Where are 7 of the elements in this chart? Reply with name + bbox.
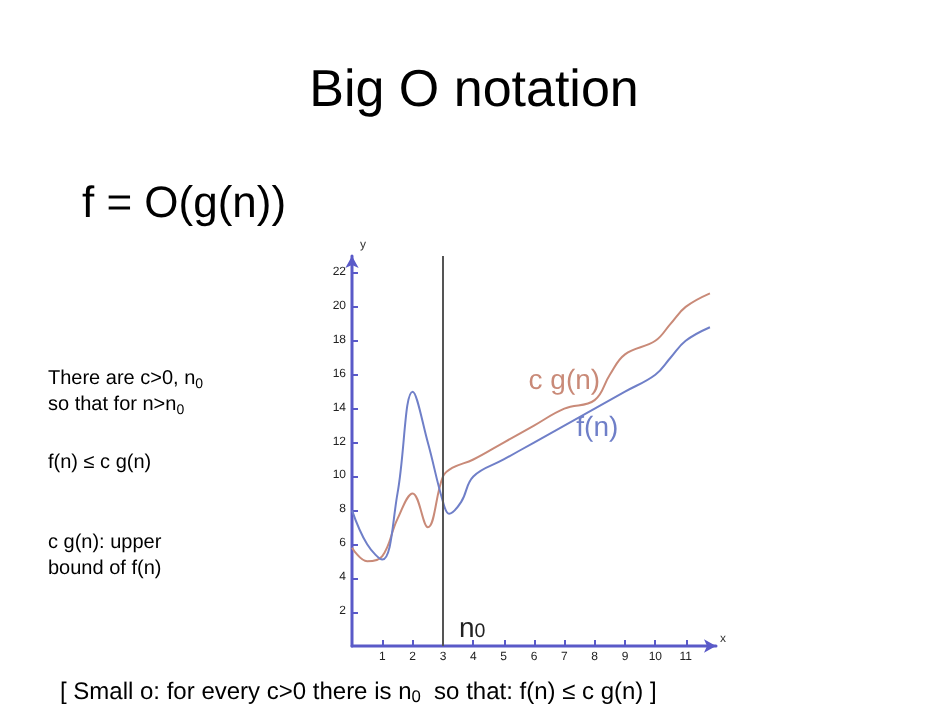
text: c g(n): upper bound of f(n) xyxy=(48,532,163,580)
chart-subtitle: f = O(g(n)) xyxy=(82,177,287,227)
ref-line-label: n0 xyxy=(459,610,487,643)
text: f(n) ≤ c g(n) xyxy=(48,452,152,474)
series-label: c g(n) xyxy=(528,362,601,395)
chart-title: Big O notation xyxy=(309,58,639,118)
series-label: f(n) xyxy=(576,409,619,442)
